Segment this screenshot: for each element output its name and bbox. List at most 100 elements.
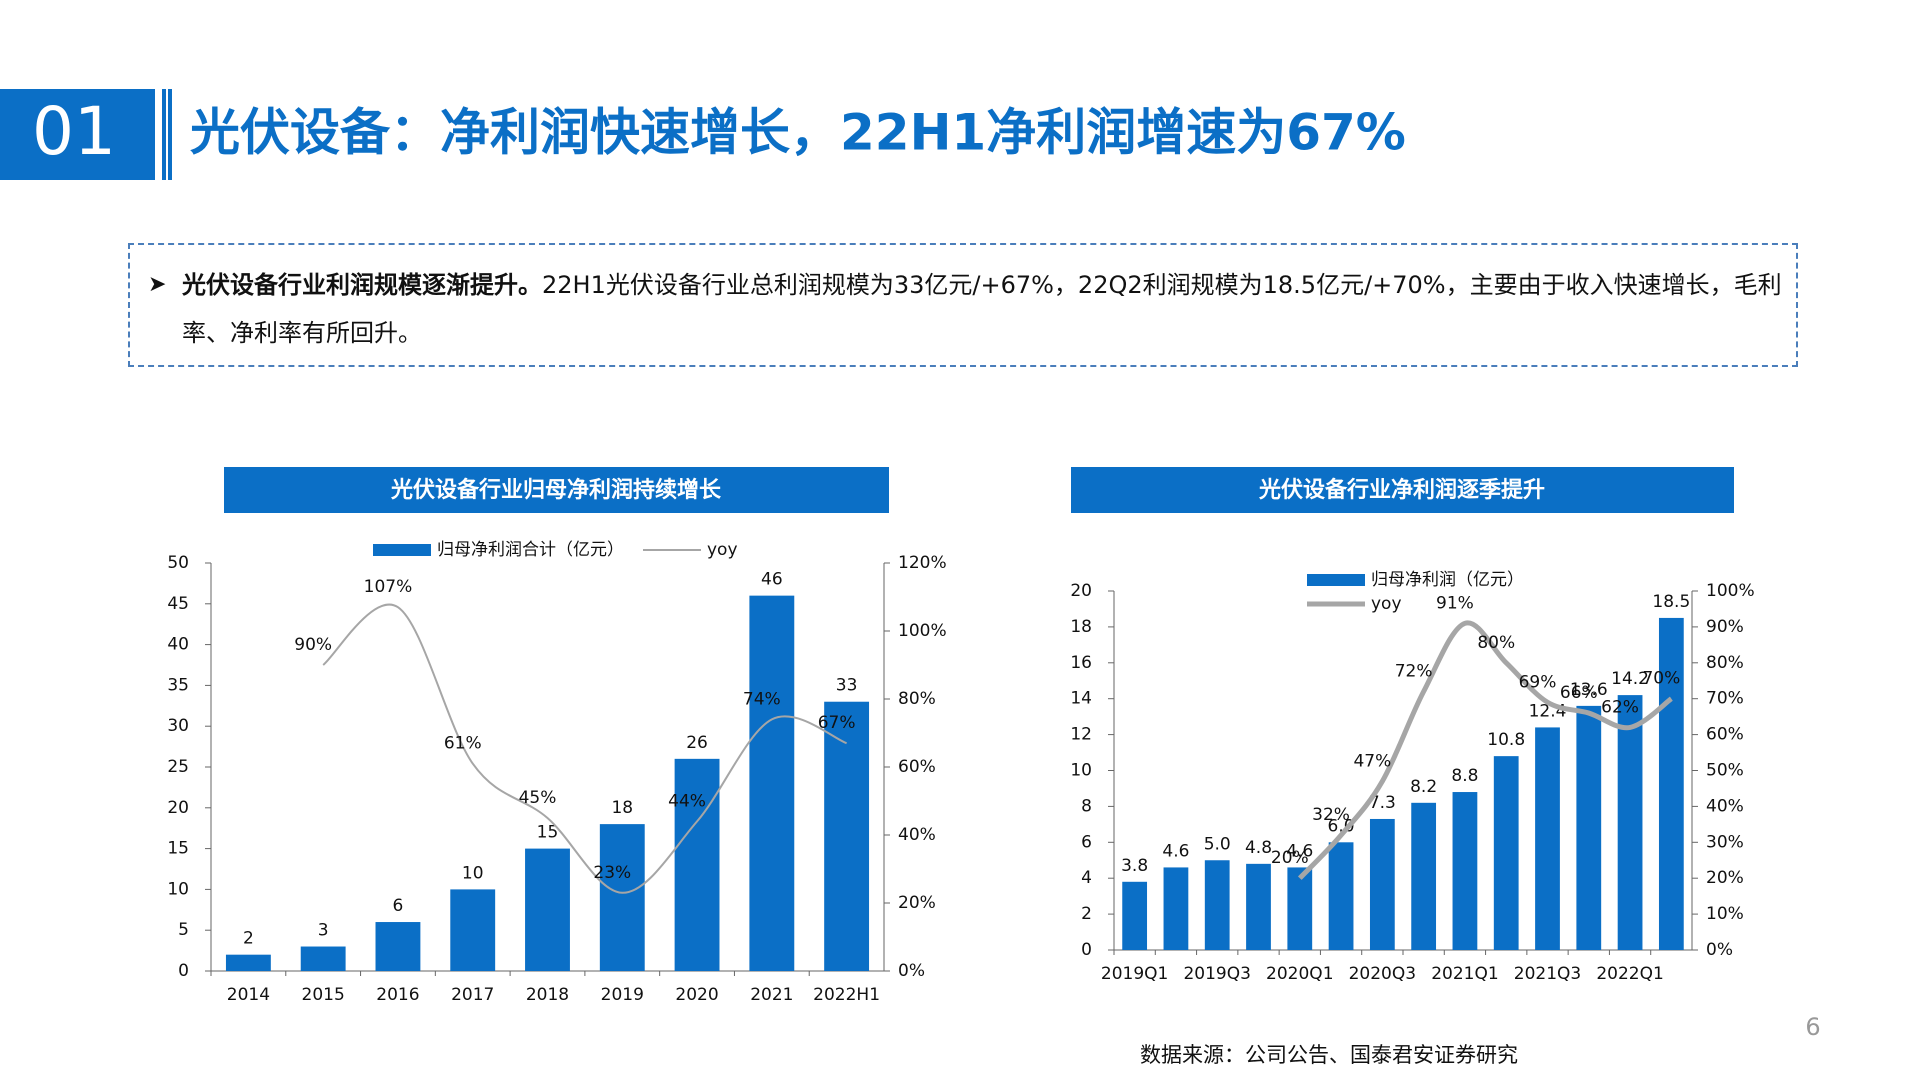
bar-label: 6.0 bbox=[1328, 816, 1355, 836]
page-number: 6 bbox=[1805, 1013, 1820, 1041]
summary-body: 22H1光伏设备行业总利润规模为33亿元/+67%，22Q2利润规模为18.5亿… bbox=[182, 271, 1782, 347]
line-label: 62% bbox=[1601, 697, 1639, 717]
line-label: 66% bbox=[1560, 683, 1598, 703]
line-label: 74% bbox=[743, 689, 781, 709]
bar-label: 4.6 bbox=[1162, 841, 1189, 861]
line-label: 72% bbox=[1395, 662, 1433, 682]
legend-label: yoy bbox=[707, 540, 738, 560]
line-label: 91% bbox=[1436, 593, 1474, 613]
bar-label: 14.2 bbox=[1611, 669, 1649, 689]
y-tick-label: 50 bbox=[167, 553, 189, 573]
source-note: 数据来源：公司公告、国泰君安证券研究 bbox=[1140, 1043, 1518, 1067]
bar bbox=[1452, 792, 1478, 950]
x-tick-label: 2019Q3 bbox=[1183, 964, 1250, 984]
bar-label: 5.0 bbox=[1204, 834, 1231, 854]
line-label: 90% bbox=[294, 635, 332, 655]
line-label: 70% bbox=[1642, 669, 1680, 689]
bar bbox=[1246, 863, 1271, 950]
x-tick-label: 2020 bbox=[675, 985, 718, 1005]
chart-title-bar bbox=[1071, 467, 1734, 513]
y-tick-label: 45 bbox=[167, 594, 189, 614]
line bbox=[1297, 620, 1673, 880]
line-label: 45% bbox=[519, 788, 557, 808]
summary-bold: 光伏设备行业利润规模逐渐提升。 bbox=[182, 271, 542, 299]
y-tick-label: 0 bbox=[1081, 940, 1092, 960]
bar-label: 6 bbox=[393, 896, 404, 916]
y-tick-label: 8 bbox=[1081, 796, 1092, 816]
legend-swatch bbox=[1307, 574, 1365, 586]
x-tick-label: 2020Q1 bbox=[1266, 964, 1333, 984]
section-number: 01 bbox=[32, 93, 116, 170]
y2-tick-label: 50% bbox=[1706, 761, 1744, 781]
bar bbox=[749, 595, 795, 971]
y-tick-label: 16 bbox=[1070, 653, 1092, 673]
bar-label: 10 bbox=[462, 863, 484, 883]
bar-label: 13.6 bbox=[1570, 680, 1608, 700]
y-tick-label: 35 bbox=[167, 675, 189, 695]
legend-label: 归母净利润（亿元） bbox=[1371, 570, 1524, 590]
y2-tick-label: 100% bbox=[1706, 581, 1755, 601]
x-tick-label: 2015 bbox=[302, 985, 345, 1005]
bar-label: 4.6 bbox=[1286, 841, 1313, 861]
line-label: 44% bbox=[668, 791, 706, 811]
y-tick-label: 4 bbox=[1081, 868, 1092, 888]
x-tick-label: 2019Q1 bbox=[1101, 964, 1168, 984]
bar-label: 46 bbox=[761, 570, 783, 590]
summary-box: ➤ 光伏设备行业利润规模逐渐提升。22H1光伏设备行业总利润规模为33亿元/+6… bbox=[128, 243, 1798, 367]
line-label: 67% bbox=[818, 713, 856, 733]
bar bbox=[1122, 881, 1148, 950]
bar-label: 3 bbox=[318, 921, 329, 941]
line-label: 23% bbox=[593, 863, 631, 883]
bar-label: 7.3 bbox=[1369, 793, 1396, 813]
x-tick-label: 2017 bbox=[451, 985, 494, 1005]
slide-title: 光伏设备：净利润快速增长，22H1净利润增速为67% bbox=[190, 104, 1406, 162]
line-label: 80% bbox=[1477, 633, 1515, 653]
y2-tick-label: 60% bbox=[898, 757, 936, 777]
y2-tick-label: 40% bbox=[898, 825, 936, 845]
y2-tick-label: 120% bbox=[898, 553, 947, 573]
bar-label: 3.8 bbox=[1121, 856, 1148, 876]
y2-tick-label: 0% bbox=[898, 961, 925, 981]
y-tick-label: 2 bbox=[1081, 904, 1092, 924]
x-tick-label: 2022H1 bbox=[813, 985, 880, 1005]
bar-label: 15 bbox=[537, 823, 559, 843]
bar bbox=[450, 889, 496, 971]
y-tick-label: 5 bbox=[178, 920, 189, 940]
legend-label: yoy bbox=[1371, 594, 1402, 614]
y2-tick-label: 80% bbox=[898, 689, 936, 709]
bar bbox=[1576, 705, 1602, 950]
chart-title: 光伏设备行业归母净利润持续增长 bbox=[390, 477, 722, 503]
y2-tick-label: 20% bbox=[898, 893, 936, 913]
x-tick-label: 2016 bbox=[376, 985, 419, 1005]
line-label: 47% bbox=[1353, 751, 1391, 771]
section-box bbox=[0, 89, 155, 180]
chart-title-bar bbox=[224, 467, 889, 513]
chart-title: 光伏设备行业净利润逐季提升 bbox=[1258, 477, 1545, 503]
y-tick-label: 18 bbox=[1070, 617, 1092, 637]
y-tick-label: 30 bbox=[167, 716, 189, 736]
y2-tick-label: 80% bbox=[1706, 653, 1744, 673]
y-tick-label: 25 bbox=[167, 757, 189, 777]
x-tick-label: 2014 bbox=[227, 985, 270, 1005]
x-tick-label: 2021 bbox=[750, 985, 793, 1005]
bar bbox=[1163, 867, 1189, 950]
y-tick-label: 6 bbox=[1081, 832, 1092, 852]
line bbox=[322, 603, 847, 894]
x-tick-label: 2021Q3 bbox=[1514, 964, 1581, 984]
bar bbox=[225, 954, 271, 971]
bar bbox=[1204, 860, 1230, 950]
y-tick-label: 14 bbox=[1070, 689, 1092, 709]
bar-label: 18.5 bbox=[1652, 592, 1690, 612]
divider bbox=[162, 89, 166, 180]
bar bbox=[300, 946, 346, 971]
bar bbox=[1328, 842, 1354, 950]
x-tick-label: 2021Q1 bbox=[1431, 964, 1498, 984]
bar bbox=[1411, 802, 1437, 950]
bar-label: 18 bbox=[611, 798, 633, 818]
bar bbox=[1493, 756, 1519, 950]
x-tick-label: 2020Q3 bbox=[1349, 964, 1416, 984]
bullet-icon: ➤ bbox=[148, 272, 167, 297]
y2-tick-label: 70% bbox=[1706, 689, 1744, 709]
line-label: 61% bbox=[444, 734, 482, 754]
